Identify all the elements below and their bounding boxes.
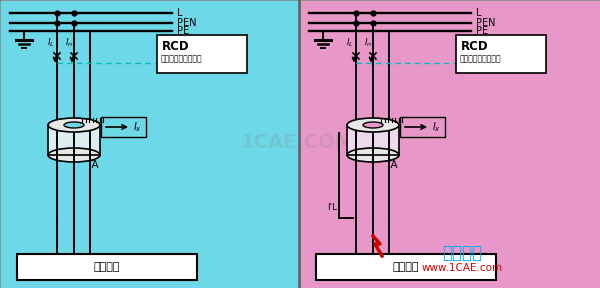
Text: 用电设备: 用电设备 <box>393 262 419 272</box>
Bar <box>101 117 146 137</box>
Ellipse shape <box>64 122 84 128</box>
Text: PE: PE <box>177 26 189 36</box>
Text: $I_x$: $I_x$ <box>133 120 142 134</box>
Text: 用电设备: 用电设备 <box>94 262 120 272</box>
Bar <box>301 1 599 287</box>
Text: PEN: PEN <box>177 18 197 28</box>
Text: www.1CAE.com: www.1CAE.com <box>421 263 503 273</box>
Text: RCD: RCD <box>162 39 190 52</box>
Ellipse shape <box>363 122 383 128</box>
Text: 漏电检测及控制装置: 漏电检测及控制装置 <box>161 54 203 63</box>
Text: I'L: I'L <box>327 204 337 213</box>
Text: $I_L$: $I_L$ <box>47 37 55 49</box>
Bar <box>400 117 445 137</box>
Text: TA: TA <box>385 160 397 170</box>
Text: PE: PE <box>476 26 488 36</box>
Text: PEN: PEN <box>476 18 496 28</box>
Bar <box>48 125 100 155</box>
Bar <box>157 35 247 73</box>
Text: RCD: RCD <box>461 39 488 52</box>
Ellipse shape <box>48 148 100 162</box>
Text: $I_L$: $I_L$ <box>346 37 354 49</box>
Text: 仿真在线: 仿真在线 <box>442 244 482 262</box>
Bar <box>347 125 399 155</box>
Bar <box>316 254 496 280</box>
Ellipse shape <box>48 118 100 132</box>
Text: $I_x$: $I_x$ <box>432 120 441 134</box>
Bar <box>1 1 298 287</box>
Ellipse shape <box>347 118 399 132</box>
Text: 漏电检测及控制装置: 漏电检测及控制装置 <box>460 54 502 63</box>
Text: $I_n$: $I_n$ <box>364 37 372 49</box>
Bar <box>17 254 197 280</box>
Text: 1CAE.COM: 1CAE.COM <box>241 134 355 153</box>
Text: L: L <box>476 8 482 18</box>
Text: L: L <box>177 8 182 18</box>
Text: $I_n$: $I_n$ <box>65 37 73 49</box>
Bar <box>456 35 546 73</box>
Text: TA: TA <box>86 160 98 170</box>
Ellipse shape <box>347 148 399 162</box>
